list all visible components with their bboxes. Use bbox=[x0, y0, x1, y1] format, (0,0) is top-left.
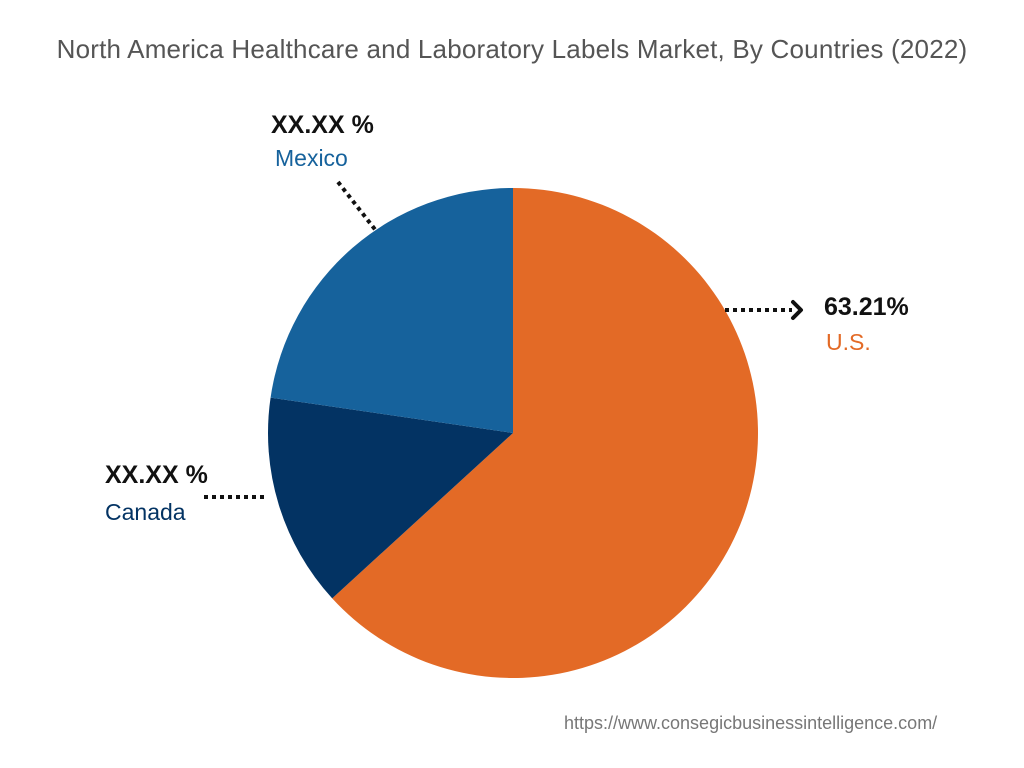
chart-title: North America Healthcare and Laboratory … bbox=[56, 34, 968, 64]
leader-lines bbox=[204, 180, 803, 499]
data-label-mexico-name: Mexico bbox=[275, 145, 348, 171]
source-url: https://www.consegicbusinessintelligence… bbox=[564, 713, 938, 733]
data-label-canada-name: Canada bbox=[105, 499, 186, 525]
leader-line-mexico bbox=[336, 180, 379, 234]
arrow-head-icon bbox=[791, 300, 803, 320]
data-label-us-value: 63.21% bbox=[824, 293, 909, 321]
pie-slice-mexico bbox=[270, 188, 513, 433]
data-label-canada-value: XX.XX % bbox=[105, 461, 208, 489]
data-label-us-name: U.S. bbox=[826, 329, 871, 355]
pie-slice-us bbox=[332, 188, 758, 678]
pie-slice-canada bbox=[268, 397, 513, 599]
data-label-mexico-value: XX.XX % bbox=[271, 111, 374, 139]
